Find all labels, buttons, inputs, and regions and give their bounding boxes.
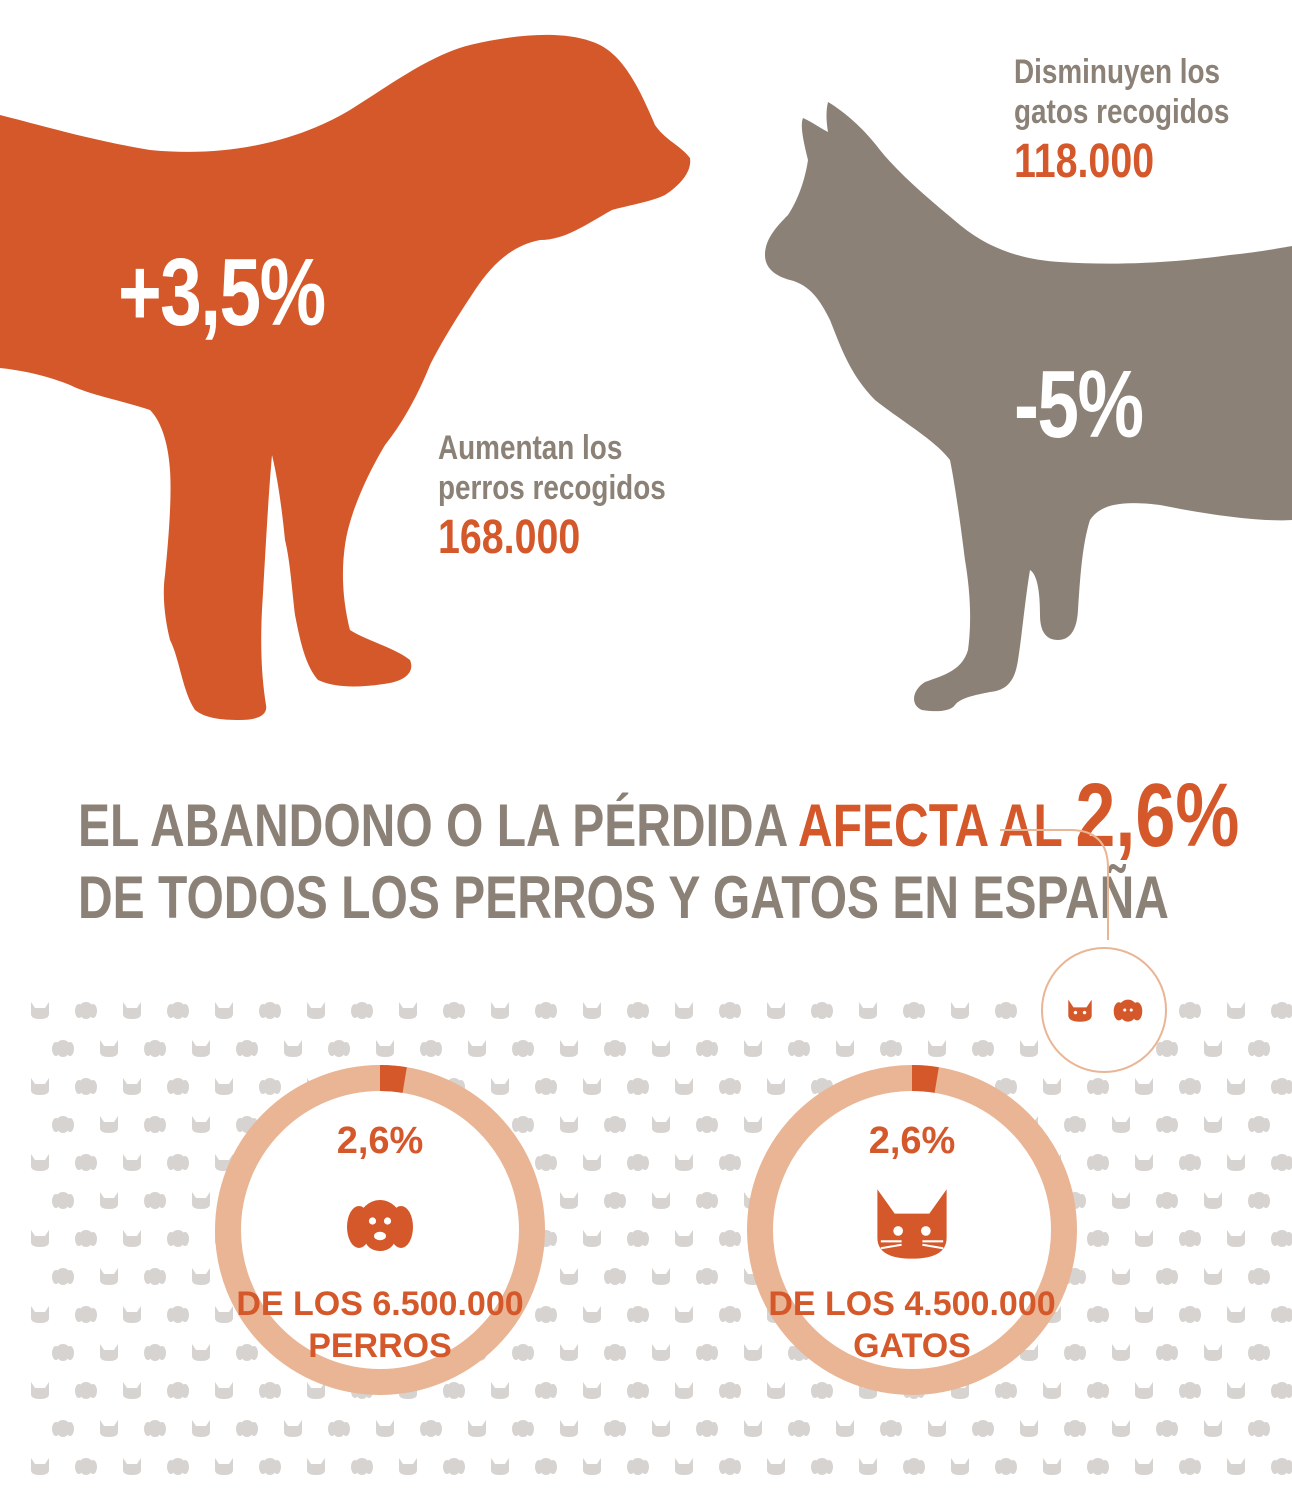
cat-caption: Disminuyen los gatos recogidos	[1014, 52, 1229, 132]
headline: EL ABANDONO O LA PÉRDIDA AFECTA AL 2,6% …	[78, 771, 1239, 934]
ring-slice-gatos	[911, 1064, 939, 1093]
dogs-desc-line1: DE LOS 6.500.000	[236, 1285, 524, 1323]
highlight-circle	[1041, 947, 1167, 1073]
headline-line2: DE TODOS LOS PERROS Y GATOS EN ESPAÑA	[78, 864, 1169, 931]
dog-count: 168.000	[438, 511, 581, 564]
cat-count: 118.000	[1014, 135, 1155, 188]
dog-icon	[347, 1200, 413, 1251]
dog-icon	[1113, 999, 1143, 1022]
headline-part2: AFECTA AL	[798, 792, 1076, 859]
ring-label-dogs: 2,6% DE LOS 6.500.000 PERROS	[230, 1120, 530, 1367]
headline-part1: EL ABANDONO O LA PÉRDIDA	[78, 792, 799, 859]
dogs-desc-line2: PERROS	[308, 1327, 452, 1365]
cats-desc-line1: DE LOS 4.500.000	[768, 1285, 1056, 1323]
cat-icon	[1068, 999, 1092, 1022]
dogs-percent-label: 2,6%	[336, 1120, 424, 1162]
headline-line1: EL ABANDONO O LA PÉRDIDA AFECTA AL 2,6%	[78, 771, 1239, 862]
dog-caption-line2: perros recogidos	[438, 469, 666, 507]
ring-label-cats: 2,6% DE LOS 4.500.000 GATOS	[762, 1120, 1062, 1367]
cats-desc-line2: GATOS	[853, 1327, 971, 1365]
ring-slice-perros	[379, 1064, 407, 1093]
cat-caption-line2: gatos recogidos	[1014, 93, 1230, 131]
cat-change-percent: -5%	[1014, 351, 1144, 458]
cat-caption-line1: Disminuyen los	[1014, 53, 1221, 91]
dog-caption-line1: Aumentan los	[438, 429, 623, 467]
connector-line	[1000, 829, 1109, 940]
dog-change-percent: +3,5%	[118, 239, 326, 346]
dog-caption: Aumentan los perros recogidos	[438, 428, 666, 508]
cat-icon	[877, 1189, 947, 1259]
cats-percent-label: 2,6%	[868, 1120, 956, 1162]
